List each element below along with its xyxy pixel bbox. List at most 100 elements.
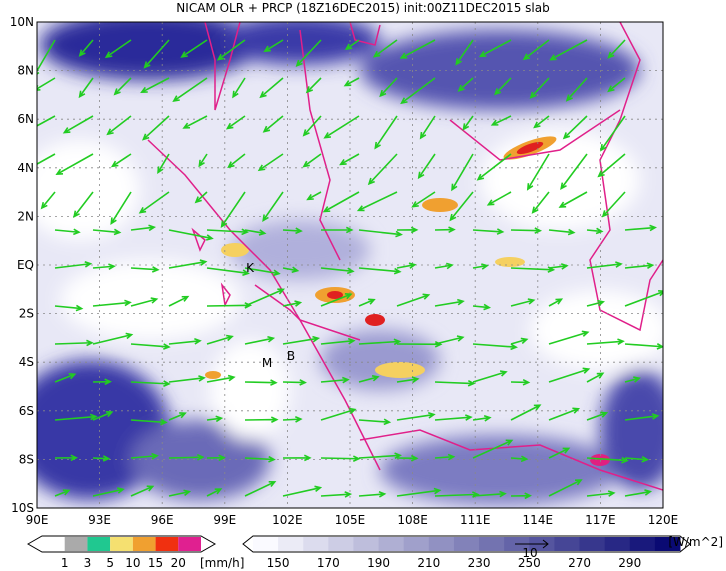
wind-arrow (244, 335, 276, 345)
wind-arrow (548, 298, 564, 307)
wind-arrow (92, 228, 122, 236)
wind-arrow (37, 115, 56, 127)
wind-arrow (206, 267, 250, 276)
wind-arrow (206, 415, 224, 423)
wind-arrow (320, 293, 353, 307)
wind-arrow (624, 376, 641, 383)
lat-label: 4N (17, 161, 34, 175)
wind-arrow (206, 454, 226, 462)
wind-arrow (434, 226, 456, 234)
wind-arrow (624, 224, 657, 232)
wind-arrow (302, 115, 322, 137)
wind-arrow (54, 228, 81, 236)
precip-colorbar-outline (26, 535, 217, 553)
wind-arrow (372, 39, 398, 58)
wind-arrow (227, 153, 246, 169)
wind-arrow (320, 376, 350, 384)
wind-arrow (168, 489, 192, 497)
wind-arrow (586, 456, 629, 464)
wind-arrow (110, 153, 132, 168)
wind-arrow (472, 343, 518, 351)
wind-arrow (320, 455, 361, 462)
wind-arrow (586, 299, 605, 307)
wind-arrow (305, 77, 322, 94)
wind-arrow (73, 191, 94, 218)
wind-arrow (206, 374, 236, 383)
wind-arrow (510, 404, 542, 421)
wind-arrow (55, 153, 94, 176)
title: NICAM OLR + PRCP (18Z16DEC2015) init:00Z… (176, 1, 549, 15)
wind-arrow (262, 191, 284, 222)
wind-arrow (490, 115, 512, 126)
wind-arrow (396, 487, 442, 497)
lat-label: 10S (11, 501, 34, 515)
precip-swatch (110, 537, 133, 551)
wind-arrow (586, 490, 616, 497)
wind-arrow (130, 266, 160, 273)
wind-arrow (130, 485, 155, 497)
wind-arrow (322, 191, 360, 213)
wind-arrow (565, 77, 588, 102)
wind-arrow (92, 332, 134, 345)
wind-arrow (92, 378, 112, 386)
wind-arrow (339, 153, 360, 166)
wind-arrow (206, 334, 234, 345)
wind-arrow (396, 293, 431, 307)
wind-arrow (548, 330, 590, 345)
wind-arrow (455, 39, 474, 66)
precip-label: 1 (61, 556, 69, 570)
wind-arrow (54, 489, 71, 497)
wind-arrow (198, 153, 208, 168)
wind-arrow (232, 77, 246, 99)
olr-swatch (604, 537, 631, 551)
wind-arrow (472, 415, 492, 422)
wind-arrow (130, 343, 171, 350)
wind-arrow (180, 39, 208, 58)
wind-arrow (510, 455, 529, 463)
wind-arrow (282, 266, 300, 274)
wind-arrow (510, 378, 531, 386)
lon-label: 111E (460, 513, 491, 527)
wind-arrow (78, 39, 94, 57)
olr-swatch (353, 537, 380, 551)
wind-arrow (220, 191, 246, 228)
wind-arrow (434, 453, 456, 461)
wind-arrow (168, 229, 214, 241)
wind-arrow (434, 379, 476, 387)
wind-arrow (358, 374, 380, 383)
wind-arrow (358, 229, 403, 238)
wind-arrow (434, 414, 473, 421)
olr-label: 290 (618, 556, 641, 570)
wind-arrow (113, 77, 132, 96)
wind-arrow (130, 418, 168, 426)
wind-arrow (476, 153, 512, 181)
wind-arrow (529, 77, 550, 99)
wind-arrow (282, 227, 303, 235)
olr-unit: [W/m^2] (668, 535, 723, 549)
wind-arrow (356, 191, 398, 212)
lon-label: 120E (648, 513, 679, 527)
wind-arrow (607, 77, 626, 93)
coastlines (147, 22, 663, 491)
wind-arrow (522, 39, 550, 61)
wind-arrow (600, 115, 626, 152)
olr-label: 230 (468, 556, 491, 570)
place-label: M (262, 356, 272, 370)
lat-label: EQ (17, 258, 34, 272)
wind-arrow (130, 297, 159, 307)
olr-swatch (554, 537, 581, 551)
olr-swatch (403, 537, 430, 551)
wind-arrow (92, 299, 132, 307)
wind-arrow (367, 153, 398, 186)
precip-label: 10 (125, 556, 140, 570)
lat-label: 8N (17, 64, 34, 78)
lon-label: 93E (88, 513, 111, 527)
wind-arrow (320, 407, 357, 421)
wind-arrow (92, 487, 125, 497)
wind-arrow (282, 300, 303, 307)
wind-arrow (54, 304, 84, 312)
wind-arrow (586, 261, 623, 269)
wind-vectors (37, 39, 663, 500)
wind-arrow (411, 191, 436, 208)
wind-arrow (399, 39, 436, 59)
